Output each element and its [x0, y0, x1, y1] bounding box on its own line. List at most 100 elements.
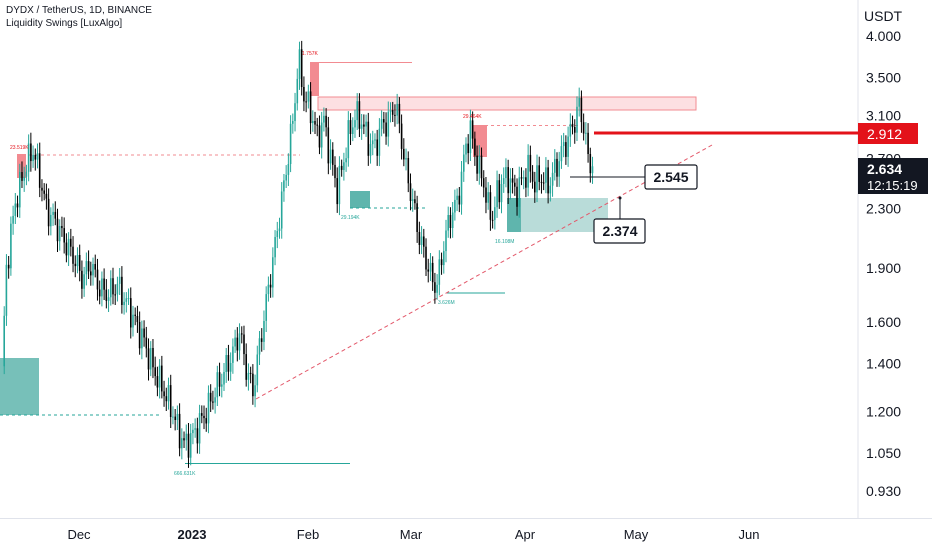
- candle: [209, 384, 212, 412]
- candle: [569, 113, 572, 147]
- candle: [456, 188, 458, 211]
- candle: [245, 343, 247, 387]
- candle: [181, 428, 183, 460]
- candle: [436, 274, 438, 300]
- candle: [90, 261, 92, 286]
- candle: [340, 159, 343, 177]
- liquidity-label-5: 16.108M: [495, 239, 514, 245]
- candle: [343, 152, 345, 181]
- candle: [571, 115, 574, 135]
- candle: [387, 101, 390, 147]
- time-label-feb: Feb: [297, 527, 319, 542]
- candle: [147, 338, 150, 381]
- symbol-title[interactable]: DYDX / TetherUS, 1D, BINANCE: [6, 5, 152, 16]
- price-tick-4: 2.300: [866, 201, 901, 217]
- candle: [560, 135, 563, 169]
- candle: [118, 268, 121, 295]
- candle: [363, 114, 365, 135]
- candle: [234, 329, 236, 353]
- price-tick-2: 3.100: [866, 108, 901, 124]
- candle: [520, 167, 523, 186]
- ascending-trendline[interactable]: [255, 144, 713, 400]
- candle: [507, 159, 509, 204]
- candle: [169, 374, 172, 428]
- liquidity-label-2: 1.757K: [302, 51, 319, 57]
- demand-zone-apr: [507, 198, 608, 232]
- candle: [385, 112, 387, 145]
- candle: [454, 189, 456, 221]
- candle: [207, 385, 210, 434]
- candle: [471, 111, 474, 149]
- candle: [356, 93, 358, 130]
- price-tick-5: 1.900: [866, 260, 901, 276]
- candle: [81, 260, 83, 299]
- candle: [407, 151, 410, 193]
- candle: [332, 142, 334, 176]
- candle: [12, 205, 14, 235]
- candle: [201, 405, 203, 424]
- candle: [123, 292, 125, 315]
- candle: [591, 156, 594, 184]
- candle: [480, 147, 483, 187]
- candle: [287, 153, 290, 186]
- candle: [227, 344, 230, 381]
- candle: [309, 82, 312, 135]
- candle: [145, 326, 148, 358]
- candle: [94, 254, 96, 278]
- candle: [141, 320, 143, 360]
- candle: [143, 320, 145, 347]
- candle: [70, 228, 72, 257]
- candle: [194, 418, 196, 438]
- candle: [280, 182, 283, 239]
- callout-lower[interactable]: 2.374: [593, 218, 646, 244]
- candle: [491, 210, 494, 229]
- candle: [21, 161, 23, 188]
- candle: [447, 206, 449, 238]
- candle: [582, 113, 585, 141]
- time-axis[interactable]: Dec 2023 Feb Mar Apr May Jun: [67, 527, 759, 542]
- time-label-may: May: [624, 527, 649, 542]
- candle: [522, 170, 525, 190]
- candle: [14, 193, 17, 224]
- supply-zone-feb: [310, 62, 319, 96]
- candle: [411, 188, 414, 212]
- candle: [161, 355, 163, 399]
- candle: [260, 328, 263, 352]
- candle: [545, 157, 547, 194]
- candle: [556, 152, 558, 187]
- candle: [354, 109, 356, 138]
- candle: [149, 341, 152, 377]
- indicator-title[interactable]: Liquidity Swings [LuxAlgo]: [6, 18, 123, 29]
- candle: [509, 168, 512, 200]
- candle: [16, 195, 19, 218]
- candle: [223, 363, 225, 391]
- candle: [338, 156, 341, 216]
- candle: [378, 118, 381, 167]
- candle: [229, 352, 232, 381]
- candle: [423, 228, 425, 258]
- candle: [19, 163, 21, 218]
- candle: [41, 179, 43, 202]
- candle: [232, 338, 234, 374]
- candle: [185, 424, 188, 451]
- candle: [196, 417, 199, 454]
- candle: [534, 171, 536, 203]
- candle: [192, 423, 194, 445]
- callout-upper[interactable]: 2.545: [644, 164, 698, 190]
- candle: [396, 93, 398, 125]
- candle: [494, 196, 496, 230]
- candle: [376, 129, 378, 166]
- candle: [52, 203, 54, 226]
- price-axis[interactable]: 4.0003.5003.1002.7002.3001.9001.6001.400…: [866, 28, 901, 499]
- callout-upper-text: 2.545: [653, 169, 688, 185]
- candle: [76, 247, 79, 274]
- candle: [578, 87, 580, 117]
- price-tick-7: 1.400: [866, 355, 901, 371]
- candle: [445, 219, 447, 263]
- liquidity-label-7: 666.631K: [174, 471, 196, 477]
- candle: [500, 174, 503, 214]
- candle: [400, 114, 403, 160]
- time-label-jun: Jun: [739, 527, 760, 542]
